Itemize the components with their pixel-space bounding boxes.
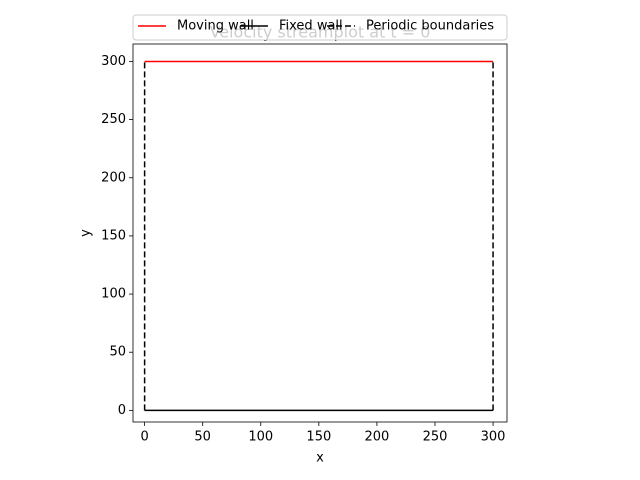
axes-frame	[132, 43, 508, 423]
legend-label: Fixed wall	[279, 19, 343, 34]
legend-label: Moving wall	[177, 19, 254, 34]
x-tick-label: 250	[423, 430, 448, 445]
x-tick-label: 50	[194, 430, 211, 445]
x-tick-label: 0	[140, 430, 148, 445]
y-tick-label: 200	[101, 170, 126, 185]
x-axis-label: x	[316, 451, 324, 466]
x-tick-label: 100	[248, 430, 273, 445]
legend-label: Periodic boundaries	[366, 19, 494, 34]
series-line	[143, 61, 494, 411]
y-tick-label: 0	[118, 403, 126, 418]
y-tick-label: 250	[101, 112, 126, 127]
legend: Moving wall Fixed wall Periodic boundaries	[132, 14, 508, 41]
x-tick-label: 200	[364, 430, 389, 445]
y-tick-label: 300	[101, 54, 126, 69]
x-tick-label: 150	[306, 430, 331, 445]
y-axis-label: y	[79, 229, 94, 237]
y-tick-label: 50	[109, 345, 126, 360]
x-tick-label: 300	[481, 430, 506, 445]
legend-frame	[132, 14, 508, 41]
y-tick-label: 150	[101, 228, 126, 243]
y-tick-label: 100	[101, 287, 126, 302]
